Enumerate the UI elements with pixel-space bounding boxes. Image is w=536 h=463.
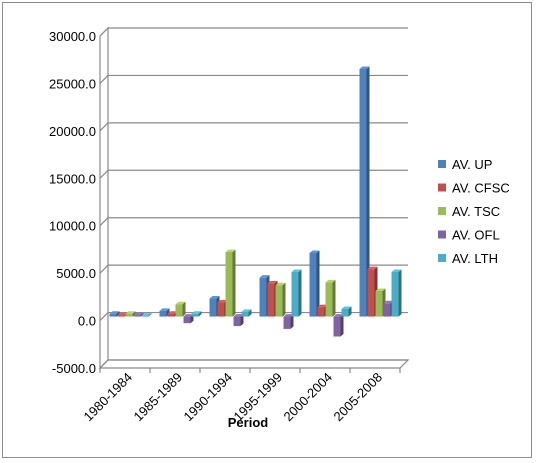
bar (225, 249, 236, 317)
bar (175, 301, 186, 317)
gridline-depth (99, 169, 109, 179)
y-tick-label: 20000.0 (49, 124, 96, 139)
legend: AV. UP AV. CFSC AV. TSC AV. OFL AV. LTH (438, 157, 510, 266)
chart-area (2, 2, 532, 458)
legend-swatch (438, 183, 446, 192)
bar (141, 313, 152, 317)
bar (191, 311, 202, 317)
legend-label: AV. OFL (452, 228, 500, 243)
bar (133, 312, 144, 317)
bar (125, 311, 136, 317)
gridline-depth (99, 312, 109, 321)
bar (109, 311, 120, 317)
legend-label: AV. CFSC (452, 181, 510, 196)
axes (98, 26, 410, 373)
gridline-depth (99, 75, 109, 84)
bar (275, 282, 286, 317)
y-tick-label: -5000.0 (52, 361, 96, 376)
bar (241, 309, 252, 317)
y-tick-label: 30000.0 (49, 29, 96, 44)
floor (98, 359, 410, 369)
y-tick-label: 0.0 (78, 314, 96, 329)
bar (333, 314, 344, 337)
legend-label: AV. TSC (452, 204, 500, 219)
legend-label: AV. UP (452, 157, 492, 172)
y-tick-label: 10000.0 (49, 219, 96, 234)
legend-swatch (438, 207, 446, 215)
y-tick-label: 15000.0 (49, 171, 96, 186)
gridline-depth (99, 217, 109, 227)
bar (325, 279, 336, 317)
bar (359, 66, 370, 317)
bar (391, 269, 402, 317)
gridline-depth (99, 122, 109, 132)
y-tick-label: 5000.0 (56, 266, 96, 281)
x-tick-label: 2005-2008 (331, 370, 386, 425)
x-axis-title: Period (228, 415, 269, 430)
bar (341, 306, 352, 317)
gridline-depth (99, 264, 109, 274)
bars (109, 66, 402, 337)
x-tick-label: 2000-2004 (281, 370, 336, 425)
legend-swatch (438, 230, 446, 239)
y-tick-label: 25000.0 (49, 76, 96, 91)
y-axis-tick-labels: -5000.0 0.0 5000.0 10000.0 15000.0 20000.0 250… (49, 29, 96, 376)
bar (283, 314, 294, 329)
legend-label: AV. LTH (452, 251, 498, 266)
bar (309, 250, 320, 317)
x-tick-label: 1980-1984 (81, 370, 136, 425)
legend-swatch (438, 254, 446, 262)
bar (291, 269, 302, 317)
bar (233, 314, 244, 327)
legend-swatch (438, 160, 446, 168)
x-tick-label: 1985-1989 (131, 370, 186, 425)
